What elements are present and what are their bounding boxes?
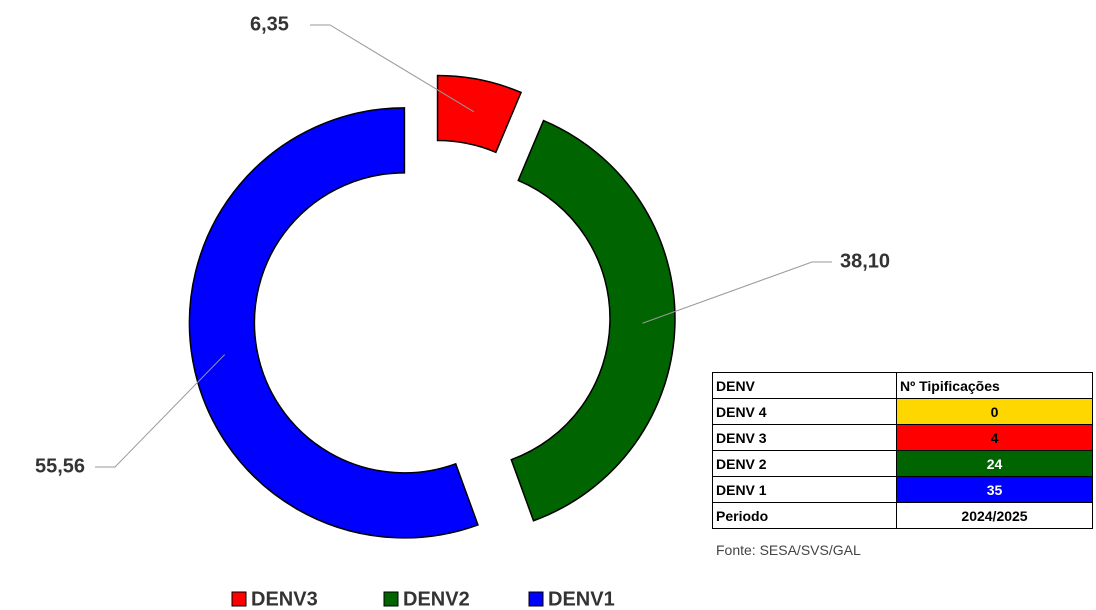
header-cell: Nº Tipificações — [896, 372, 1093, 399]
donut-segment — [436, 74, 523, 154]
donut-segment — [188, 107, 479, 539]
legend-swatch — [231, 591, 247, 607]
legend-label: DENV3 — [251, 588, 318, 610]
table-header: DENV Nº Tipificações — [712, 372, 1093, 399]
donut-segment — [510, 119, 676, 522]
table-row: Periodo 2024/2025 — [712, 502, 1093, 529]
table-cell: 2024/2025 — [896, 502, 1093, 529]
table-row: DENV 1 35 — [712, 476, 1093, 503]
table-cell: DENV 2 — [712, 450, 897, 477]
table-cell: 4 — [896, 424, 1093, 451]
table-cell: DENV 4 — [712, 398, 897, 425]
leader-line — [95, 354, 226, 468]
legend-label: DENV1 — [548, 588, 615, 610]
legend-label: DENV2 — [403, 588, 470, 610]
table-cell: DENV 1 — [712, 476, 897, 503]
data-label: 38,10 — [840, 250, 890, 272]
data-label: 6,35 — [250, 13, 289, 35]
table-cell: DENV 3 — [712, 424, 897, 451]
legend-swatch — [383, 591, 399, 607]
data-table: DENV Nº Tipificações DENV 4 0 DENV 3 4 DENV … — [712, 372, 1093, 529]
table-cell: 0 — [896, 398, 1093, 425]
source-note: Fonte: SESA/SVS/GAL — [716, 542, 861, 558]
data-label: 55,56 — [35, 455, 85, 477]
table-cell: Periodo — [712, 502, 897, 529]
table-cell: 35 — [896, 476, 1093, 503]
table-cell: 24 — [896, 450, 1093, 477]
leader-line — [642, 261, 832, 324]
table-row: DENV 2 24 — [712, 450, 1093, 477]
header-cell: DENV — [712, 372, 897, 399]
legend-swatch — [528, 591, 544, 607]
leader-line — [310, 24, 474, 113]
